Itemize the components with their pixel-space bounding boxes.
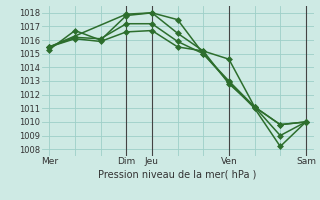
X-axis label: Pression niveau de la mer( hPa ): Pression niveau de la mer( hPa ) [99,169,257,179]
